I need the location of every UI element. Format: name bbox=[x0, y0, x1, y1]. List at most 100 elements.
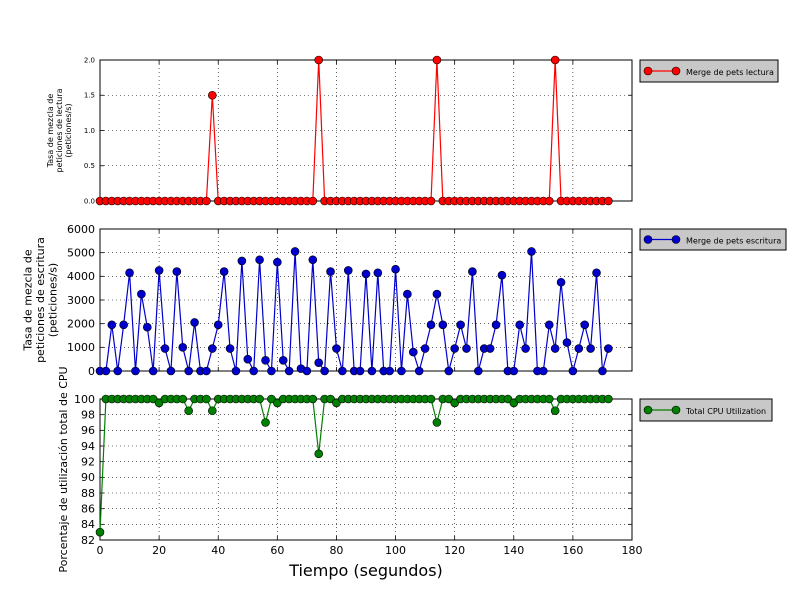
data-point bbox=[456, 320, 465, 330]
x-tick-label: 100 bbox=[385, 544, 406, 557]
legend-marker bbox=[643, 66, 653, 76]
y-axis-label: Tasa de mezcla de bbox=[21, 249, 34, 351]
y-axis-label: Tasa de mezcla de bbox=[46, 94, 55, 169]
data-point bbox=[202, 366, 211, 376]
data-point bbox=[302, 366, 312, 376]
data-point bbox=[326, 267, 335, 276]
data-point bbox=[550, 55, 560, 65]
data-point bbox=[438, 320, 448, 330]
data-point bbox=[326, 394, 335, 404]
data-point bbox=[556, 277, 566, 287]
y-tick-label: 0 bbox=[88, 365, 95, 378]
data-point bbox=[450, 398, 459, 408]
data-point bbox=[568, 366, 578, 376]
data-point bbox=[550, 406, 560, 416]
data-point bbox=[574, 344, 584, 353]
data-point bbox=[137, 289, 146, 299]
data-point bbox=[308, 394, 318, 404]
y-tick-label: 0.5 bbox=[84, 162, 95, 170]
y-tick-label: 82 bbox=[81, 534, 95, 547]
data-point bbox=[544, 320, 554, 330]
y-tick-label: 98 bbox=[81, 409, 95, 422]
data-point bbox=[361, 269, 371, 279]
data-point bbox=[202, 196, 211, 206]
data-point bbox=[314, 449, 324, 459]
data-point bbox=[154, 398, 164, 408]
data-point bbox=[539, 366, 548, 376]
x-tick-label: 20 bbox=[152, 544, 166, 557]
legend-marker bbox=[671, 66, 681, 76]
y-tick-label: 92 bbox=[81, 456, 95, 469]
data-point bbox=[95, 527, 105, 537]
data-point bbox=[509, 366, 519, 376]
y-tick-label: 90 bbox=[81, 471, 95, 484]
data-point bbox=[267, 366, 276, 376]
data-point bbox=[397, 366, 406, 376]
legend-marker bbox=[671, 405, 681, 415]
data-point bbox=[355, 366, 365, 376]
data-point bbox=[474, 366, 483, 376]
data-point bbox=[284, 366, 294, 376]
x-tick-label: 120 bbox=[444, 544, 465, 557]
data-point bbox=[184, 366, 193, 376]
y-tick-label: 96 bbox=[81, 424, 95, 437]
data-point bbox=[432, 55, 442, 65]
data-point bbox=[125, 268, 134, 278]
data-point bbox=[231, 366, 241, 376]
plot-frame bbox=[99, 398, 633, 541]
legend-box bbox=[639, 59, 779, 83]
legend-marker bbox=[643, 235, 653, 244]
data-point bbox=[202, 394, 211, 404]
x-tick-label: 160 bbox=[562, 544, 583, 557]
y-tick-label: 86 bbox=[81, 503, 95, 516]
data-point bbox=[314, 358, 324, 368]
data-point bbox=[119, 320, 128, 330]
data-point bbox=[503, 394, 513, 404]
data-point bbox=[391, 264, 400, 274]
y-axis-label: (peticiones/s) bbox=[47, 263, 60, 337]
data-point bbox=[544, 394, 554, 404]
legend-label: Merge de pets escritura bbox=[686, 237, 781, 246]
data-point bbox=[426, 196, 436, 206]
data-point bbox=[332, 344, 341, 353]
data-point bbox=[154, 266, 164, 275]
data-point bbox=[515, 320, 524, 330]
y-tick-label: 100 bbox=[74, 393, 95, 406]
data-point bbox=[373, 268, 383, 278]
y-axis-label: peticiones de lectura bbox=[55, 88, 64, 172]
data-point bbox=[308, 196, 318, 206]
data-point bbox=[255, 394, 264, 404]
data-point bbox=[432, 418, 442, 427]
data-point bbox=[468, 267, 477, 276]
data-point bbox=[403, 289, 412, 299]
data-point bbox=[208, 90, 217, 100]
data-point bbox=[604, 394, 613, 404]
data-point bbox=[598, 366, 607, 376]
data-point bbox=[343, 266, 353, 275]
y-tick-label: 1.5 bbox=[84, 92, 95, 100]
y-tick-label: 88 bbox=[81, 487, 95, 500]
data-point bbox=[213, 320, 223, 330]
data-point bbox=[485, 344, 495, 353]
data-point bbox=[592, 268, 601, 278]
data-point bbox=[237, 256, 247, 266]
data-point bbox=[243, 354, 253, 364]
data-point bbox=[314, 55, 324, 65]
data-point bbox=[113, 366, 123, 376]
data-point bbox=[527, 247, 536, 256]
x-tick-label: 60 bbox=[270, 544, 284, 557]
data-point bbox=[255, 255, 264, 265]
y-tick-label: 0.0 bbox=[84, 197, 95, 205]
y-tick-label: 2000 bbox=[67, 318, 95, 331]
data-point bbox=[131, 366, 140, 376]
data-point bbox=[148, 394, 158, 404]
y-tick-label: 3000 bbox=[67, 294, 95, 307]
data-point bbox=[184, 406, 193, 416]
data-point bbox=[278, 356, 288, 365]
series-line bbox=[99, 398, 609, 533]
data-point bbox=[367, 366, 377, 376]
data-point bbox=[166, 366, 176, 376]
data-point bbox=[586, 344, 595, 353]
y-axis-label: (peticiones/s) bbox=[64, 103, 73, 157]
data-point bbox=[178, 343, 188, 352]
